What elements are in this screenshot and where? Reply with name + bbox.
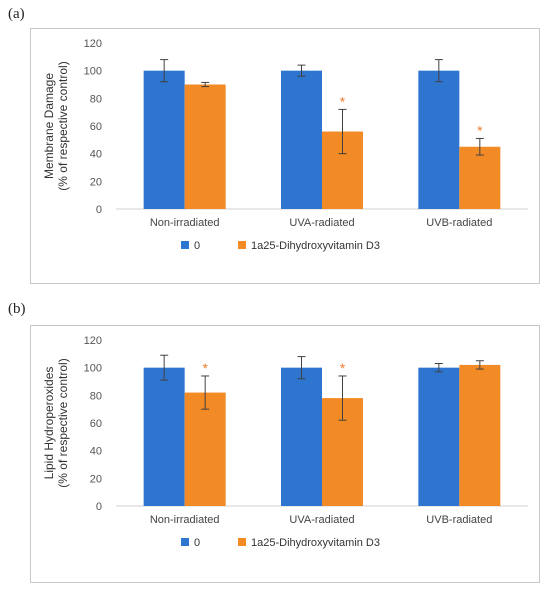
significance-star: * [340, 93, 346, 109]
y-tick-label: 40 [90, 149, 102, 161]
y-tick-label: 0 [96, 501, 102, 513]
y-tick-label: 100 [84, 66, 102, 78]
bar [459, 364, 501, 506]
significance-star: * [340, 360, 346, 376]
y-tick-label: 20 [90, 473, 102, 485]
x-category-label: Non-irradiated [150, 514, 220, 526]
bar [418, 367, 460, 506]
bar [184, 84, 226, 209]
x-category-label: UVB-radiated [426, 514, 492, 526]
significance-star: * [477, 122, 483, 138]
legend-swatch [238, 538, 246, 546]
legend-swatch [238, 241, 246, 249]
y-tick-label: 100 [84, 363, 102, 375]
significance-star: * [202, 360, 208, 376]
y-tick-label: 80 [90, 93, 102, 105]
y-axis-title-line: (% of respective control) [56, 61, 70, 190]
y-tick-label: 80 [90, 390, 102, 402]
bar [281, 367, 322, 506]
chart-panel-b: 0 20 40 60 80 100 120 Lipid Hydroperoxides(% of… [30, 325, 540, 583]
y-tick-label: 20 [90, 176, 102, 188]
legend-swatch [181, 538, 189, 546]
y-axis-title: Lipid Hydroperoxides(% of respective con… [42, 358, 70, 487]
x-category-label: Non-irradiated [150, 217, 220, 229]
y-axis-title-line: (% of respective control) [56, 358, 70, 487]
bar [143, 70, 185, 209]
x-category-label: UVA-radiated [289, 514, 354, 526]
panel-b-label: (b) [8, 301, 26, 317]
bar [184, 392, 226, 506]
bar [459, 146, 501, 209]
legend-label: 1a25-Dihydroxyvitamin D3 [251, 537, 380, 549]
y-tick-label: 40 [90, 446, 102, 458]
y-tick-label: 120 [84, 38, 102, 50]
legend-label: 0 [194, 240, 200, 252]
y-axis-title-line: Membrane Damage [42, 73, 56, 179]
legend-label: 1a25-Dihydroxyvitamin D3 [251, 240, 380, 252]
y-tick-label: 60 [90, 121, 102, 133]
x-category-label: UVA-radiated [289, 217, 354, 229]
chart-panel-a: 0 20 40 60 80 100 120 Membrane Damage(% of resp… [30, 28, 540, 284]
panel-a-label: (a) [8, 6, 25, 22]
chart-a-svg: 0 20 40 60 80 100 120 Membrane Damage(% of resp… [42, 38, 528, 252]
y-tick-label: 120 [84, 335, 102, 347]
bar [418, 70, 460, 209]
y-axis-title-line: Lipid Hydroperoxides [42, 367, 56, 480]
bar [281, 70, 322, 209]
legend-swatch [181, 241, 189, 249]
legend-label: 0 [194, 537, 200, 549]
y-tick-label: 0 [96, 204, 102, 216]
chart-b-svg: 0 20 40 60 80 100 120 Lipid Hydroperoxides(% of… [42, 335, 528, 549]
y-axis-title: Membrane Damage(% of respective control) [42, 61, 70, 190]
x-category-label: UVB-radiated [426, 217, 492, 229]
y-tick-label: 60 [90, 418, 102, 430]
bar [143, 367, 185, 506]
